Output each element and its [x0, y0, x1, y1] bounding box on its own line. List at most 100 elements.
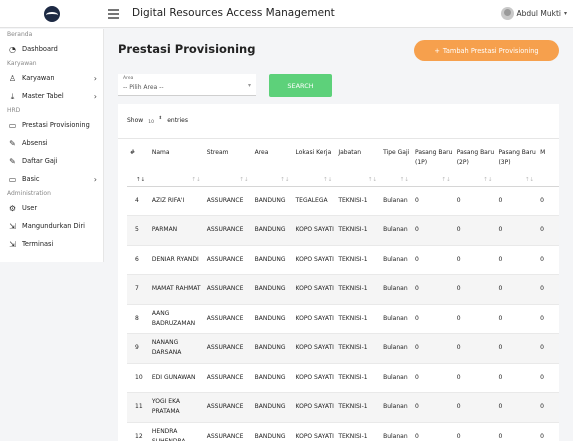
table-cell: TEKNISI-1 — [335, 392, 381, 423]
user-name: Abdul Mukti — [516, 9, 561, 18]
table-cell: 0 — [495, 422, 538, 441]
table-row[interactable]: 5 PARMAN ASSURANCE BANDUNG KOPO SAYATI TEKNIS… — [127, 215, 559, 246]
page-length-value: 10 — [148, 120, 154, 125]
table-row[interactable]: 10 EDI GUNAWAN ASSURANCE BANDUNG KOPO SAYATI… — [127, 363, 559, 393]
sidebar-item-dashboard[interactable]: ◔ Dashboard — [0, 40, 103, 58]
column-header-label: Nama — [151, 149, 170, 156]
menu-toggle-icon[interactable] — [108, 9, 119, 19]
chevron-down-icon: ▾ — [247, 82, 251, 89]
sort-icon: ↑↓ — [441, 176, 451, 183]
sidebar-item-basic[interactable]: ▭ Basic › — [0, 170, 103, 188]
user-menu[interactable]: Abdul Mukti ▾ — [500, 7, 567, 20]
speedometer-icon: ◔ — [9, 44, 16, 54]
table-row[interactable]: 8 AANG BADRUZAMAN ASSURANCE BANDUNG KOPO SAY… — [127, 304, 559, 334]
sidebar-item-karyawan[interactable]: ♙ Karyawan › — [0, 69, 103, 87]
sidebar-item-absensi[interactable]: ✎ Absensi — [0, 134, 103, 152]
table-cell: KOPO SAYATI — [292, 304, 336, 334]
table-cell: 0 — [453, 333, 496, 364]
sort-icon: ↑↓ — [280, 176, 290, 183]
table-cell: 0 — [412, 363, 454, 393]
add-prestasi-label: Tambah Prestasi Provisioning — [442, 46, 539, 55]
table-cell: 0 — [495, 392, 538, 423]
table-cell: ASSURANCE — [203, 245, 252, 275]
table-row[interactable]: 11 YOGI EKA PRATAMA ASSURANCE BANDUNG KOPO S… — [127, 392, 559, 423]
table-cell: BANDUNG — [251, 392, 293, 423]
table-cell: TEKNISI-1 — [335, 333, 381, 364]
sidebar: Beranda ◔ Dashboard Karyawan ♙ Karyawan › ⤓ Mast… — [0, 29, 104, 262]
sidebar-item-label: Dashboard — [22, 45, 58, 53]
page-length-control: Show 10 ⬍ entries — [127, 116, 188, 125]
edit-icon: ✎ — [9, 156, 16, 166]
column-header[interactable]: Lokasi Kerja ↑↓ — [292, 144, 336, 187]
column-header[interactable]: Pasang Baru (1P) ↑↓ — [412, 144, 454, 187]
logo-icon[interactable] — [44, 6, 60, 22]
table-cell: 0 — [412, 304, 454, 334]
avatar-icon — [500, 7, 514, 20]
sidebar-section-label: HRD — [7, 107, 21, 114]
sidebar-item-prestasi-provisioning[interactable]: ▭ Prestasi Provisioning — [0, 116, 103, 134]
column-header[interactable]: Area ↑↓ — [251, 144, 293, 187]
chevron-right-icon: › — [93, 174, 97, 184]
sidebar-item-label: Terminasi — [22, 240, 54, 248]
sidebar-item-mangundurkan-diri[interactable]: ⇲ Mangundurkan Diri — [0, 217, 103, 235]
column-header-label: Stream — [206, 149, 229, 156]
table-cell: ASSURANCE — [203, 186, 252, 216]
table-cell: ASSURANCE — [203, 274, 252, 305]
table-cell: AZIZ RIFA'I — [148, 186, 204, 216]
table-cell: BANDUNG — [251, 215, 293, 246]
sidebar-item-user[interactable]: ⚙ User — [0, 199, 103, 217]
column-header[interactable]: Pasang Baru (3P) ↑↓ — [495, 144, 538, 187]
area-select[interactable]: Area -- Pilih Area -- ▾ — [118, 74, 256, 96]
table-cell: 0 — [412, 274, 454, 305]
sidebar-item-daftar-gaji[interactable]: ✎ Daftar Gaji — [0, 152, 103, 170]
table-cell: 11 — [127, 392, 149, 423]
sidebar-item-master-tabel[interactable]: ⤓ Master Tabel › — [0, 87, 103, 105]
column-header-label: Pasang Baru (2P) — [456, 149, 495, 166]
column-header[interactable]: Nama ↑↓ — [148, 144, 204, 187]
table-cell: BANDUNG — [251, 186, 293, 216]
column-header[interactable]: M — [537, 144, 559, 187]
exit-icon: ⇲ — [9, 239, 16, 249]
column-header[interactable]: # ↑↓ — [127, 144, 149, 187]
book-icon: ▭ — [8, 120, 17, 130]
column-header[interactable]: Pasang Baru (2P) ↑↓ — [453, 144, 496, 187]
sidebar-item-label: Absensi — [22, 139, 48, 147]
table-cell: ASSURANCE — [203, 422, 252, 441]
table-cell: 0 — [412, 392, 454, 423]
page-length-select[interactable]: 10 ⬍ — [147, 116, 163, 125]
table-cell: 0 — [453, 304, 496, 334]
table-cell: 12 — [127, 422, 149, 441]
table-cell: BANDUNG — [251, 245, 293, 275]
table-cell: Bulanan — [380, 186, 412, 216]
sort-icon: ↑↓ — [367, 176, 378, 183]
table-cell: DENIAR RYANDI — [148, 245, 204, 275]
settings-icon: ⚙ — [8, 203, 17, 213]
area-value: -- Pilih Area -- — [123, 84, 164, 91]
table-cell: TEKNISI-1 — [335, 363, 381, 393]
table-cell: Bulanan — [380, 245, 412, 275]
table-cell: 0 — [537, 363, 559, 393]
sidebar-item-terminasi[interactable]: ⇲ Terminasi — [0, 235, 103, 253]
add-prestasi-button[interactable]: + Tambah Prestasi Provisioning — [414, 40, 559, 61]
table-row[interactable]: 6 DENIAR RYANDI ASSURANCE BANDUNG KOPO SAYAT… — [127, 245, 559, 275]
top-bar: Digital Resources Access Management Abdu… — [0, 0, 573, 28]
table-cell: 0 — [495, 186, 538, 216]
table-cell: BANDUNG — [251, 422, 293, 441]
table-cell: KOPO SAYATI — [292, 215, 336, 246]
table-cell: ASSURANCE — [203, 215, 252, 246]
search-button[interactable]: SEARCH — [269, 74, 332, 97]
table-row[interactable]: 4 AZIZ RIFA'I ASSURANCE BANDUNG TEGALEGA TEKN… — [127, 186, 559, 216]
table-cell: 0 — [495, 215, 538, 246]
sort-icon: ↑↓ — [399, 176, 409, 183]
column-header[interactable]: Jabatan ↑↓ — [335, 144, 381, 187]
sort-icon: ↑↓ — [524, 176, 535, 183]
column-header[interactable]: Stream ↑↓ — [203, 144, 252, 187]
area-label: Area — [123, 76, 134, 81]
table-cell: 4 — [127, 186, 149, 216]
table-row[interactable]: 7 MAMAT RAHMAT ASSURANCE BANDUNG KOPO SAYATI… — [127, 274, 559, 305]
table-cell: KOPO SAYATI — [292, 392, 336, 423]
column-header[interactable]: Tipe Gaji ↑↓ — [380, 144, 412, 187]
table-row[interactable]: 9 NANANG DARSANA ASSURANCE BANDUNG KOPO SAYA… — [127, 333, 559, 364]
chevron-down-icon: ▾ — [563, 10, 567, 17]
